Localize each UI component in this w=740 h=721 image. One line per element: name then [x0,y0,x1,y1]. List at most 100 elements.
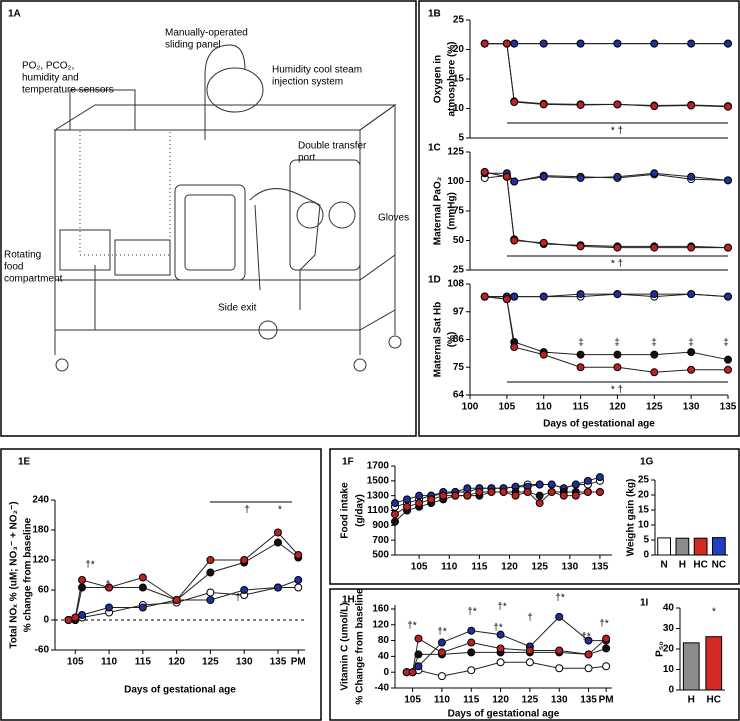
glove-panel [289,159,361,271]
data-point [510,343,519,352]
series-line [484,43,729,108]
data-point [525,646,534,655]
data-point [613,350,622,359]
x-tick-label: 130 [551,695,568,706]
y-axis-label: Maternal PaO₂ [433,177,444,245]
x-tick-label: 105 [404,695,421,706]
callout-label: injection system [272,77,343,88]
data-point [724,365,732,374]
data-point [539,350,548,359]
annotation: †* [599,619,609,630]
y-axis-label: P₅₀ [655,641,666,657]
series-line [484,171,728,249]
data-point [480,168,489,177]
data-point [650,39,659,48]
data-point [502,172,511,181]
data-point [510,177,519,186]
y-axis-label: Total NOₓ % (uM; NO₃⁻ + NO₂⁻) [9,501,20,648]
data-point [724,176,732,185]
wheel [55,358,69,372]
data-point [595,487,604,496]
x-tick-label: 135 [580,695,597,706]
x-tick-label: 135 [592,562,609,573]
x-tick-label: 130 [683,402,700,413]
panel-label: 1G [640,457,654,468]
data-point [613,243,622,252]
data-point [273,538,282,547]
x-tick-label: 120 [492,695,509,706]
series-line [68,541,299,621]
y-tick-label: 100 [447,176,464,187]
x-tick-label: 115 [471,562,488,573]
data-point [294,551,303,559]
data-point [535,499,544,508]
data-point [576,242,585,251]
y-axis-label: % Change from baseline [355,588,366,705]
x-axis-label: Days of gestational age [124,685,236,696]
data-point [650,368,659,377]
y-tick-label: 700 [372,535,389,546]
panel-frame [418,0,740,437]
series-line [484,296,728,373]
data-point [555,646,564,655]
data-point [206,556,215,564]
data-point [273,583,282,592]
callout-label: Rotating [4,250,41,261]
data-point [724,39,732,48]
data-point [584,636,593,645]
y-axis-label: Vitamin C (umol/L) [340,602,351,690]
annotation: * [278,505,282,516]
data-point [64,616,73,624]
data-point [510,39,519,48]
panel-label: 1E [18,457,31,468]
data-point [105,603,114,612]
humidifier [206,67,264,113]
data-point [595,473,604,482]
callout-label: Humidity cool steam [272,65,362,76]
data-point [463,491,472,500]
series-line [406,637,607,673]
annotation: * † [611,385,623,396]
data-point [138,573,147,582]
annotation: †* [493,623,503,634]
data-point [602,634,611,643]
data-point [539,292,548,301]
y-axis-label: (%) [447,332,458,348]
data-point [539,100,548,109]
x-tick-label: 120 [609,402,626,413]
data-point [576,39,585,48]
y-tick-label: 1700 [367,461,390,472]
x-tick-label: 105 [67,657,84,668]
data-point [650,102,659,111]
annotation: †* [555,593,565,604]
data-point [613,39,622,48]
y-tick-label: 64 [453,390,465,401]
callout-label: compartment [4,274,63,285]
data-point [502,295,511,304]
data-point [547,480,556,489]
data-point [105,583,114,592]
y-tick-label: 1300 [367,490,390,501]
y-tick-label: -40 [375,683,390,694]
food-drawer [114,239,171,276]
chamber-illustration [53,44,402,372]
valve [258,320,278,340]
data-point [414,662,423,671]
data-point [391,510,399,519]
data-point [415,499,424,508]
data-point [650,169,659,178]
y-tick-label: 5 [643,535,649,546]
mesh [79,129,171,256]
y-axis-label: Weight gain (kg) [626,479,637,557]
data-point [687,348,696,357]
data-point [576,173,585,182]
x-axis-label: Days of gestational age [448,709,560,720]
side-exit-door [174,184,246,281]
annotation: †* [437,627,447,638]
panel-frame [0,0,417,437]
y-tick-label: 5 [458,133,464,144]
series-line [394,480,601,508]
data-point [547,487,556,496]
data-point [138,583,147,592]
y-tick-label: 25 [638,475,650,486]
